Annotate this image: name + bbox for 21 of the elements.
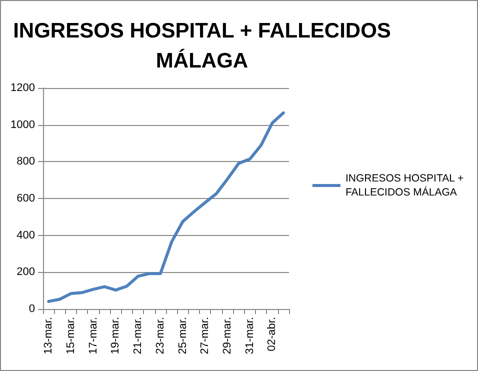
y-tick-label: 800: [16, 156, 35, 168]
x-tick-label: 17-mar.: [87, 317, 100, 354]
x-tick-label: 15-mar.: [64, 317, 77, 354]
y-tick-label: 600: [16, 192, 35, 204]
chart-title: INGRESOS HOSPITAL + FALLECIDOS MÁLAGA: [13, 20, 391, 72]
x-tick-label: 13-mar.: [42, 317, 55, 354]
x-tick-label: 27-mar.: [199, 317, 212, 354]
x-tick-label: 25-mar.: [176, 317, 189, 354]
x-tick-label: 21-mar.: [132, 317, 144, 354]
x-tick-label: 23-mar.: [154, 317, 166, 354]
y-tick-label: 200: [16, 266, 35, 278]
x-tick-label: 19-mar.: [110, 317, 122, 354]
x-tick-label: 02-abr.: [266, 317, 278, 352]
legend-label: INGRESOS HOSPITAL + FALLECIDOS MÁLAGA: [345, 172, 464, 198]
y-tick-label: 1200: [10, 82, 35, 94]
line-series: [47, 111, 285, 303]
x-tick-label: 31-mar.: [244, 317, 256, 354]
y-tick-label: 1000: [10, 118, 35, 131]
y-tick-label: 400: [16, 229, 35, 242]
x-tick-label: 29-mar.: [222, 317, 234, 354]
y-tick-label: 0: [28, 303, 35, 315]
